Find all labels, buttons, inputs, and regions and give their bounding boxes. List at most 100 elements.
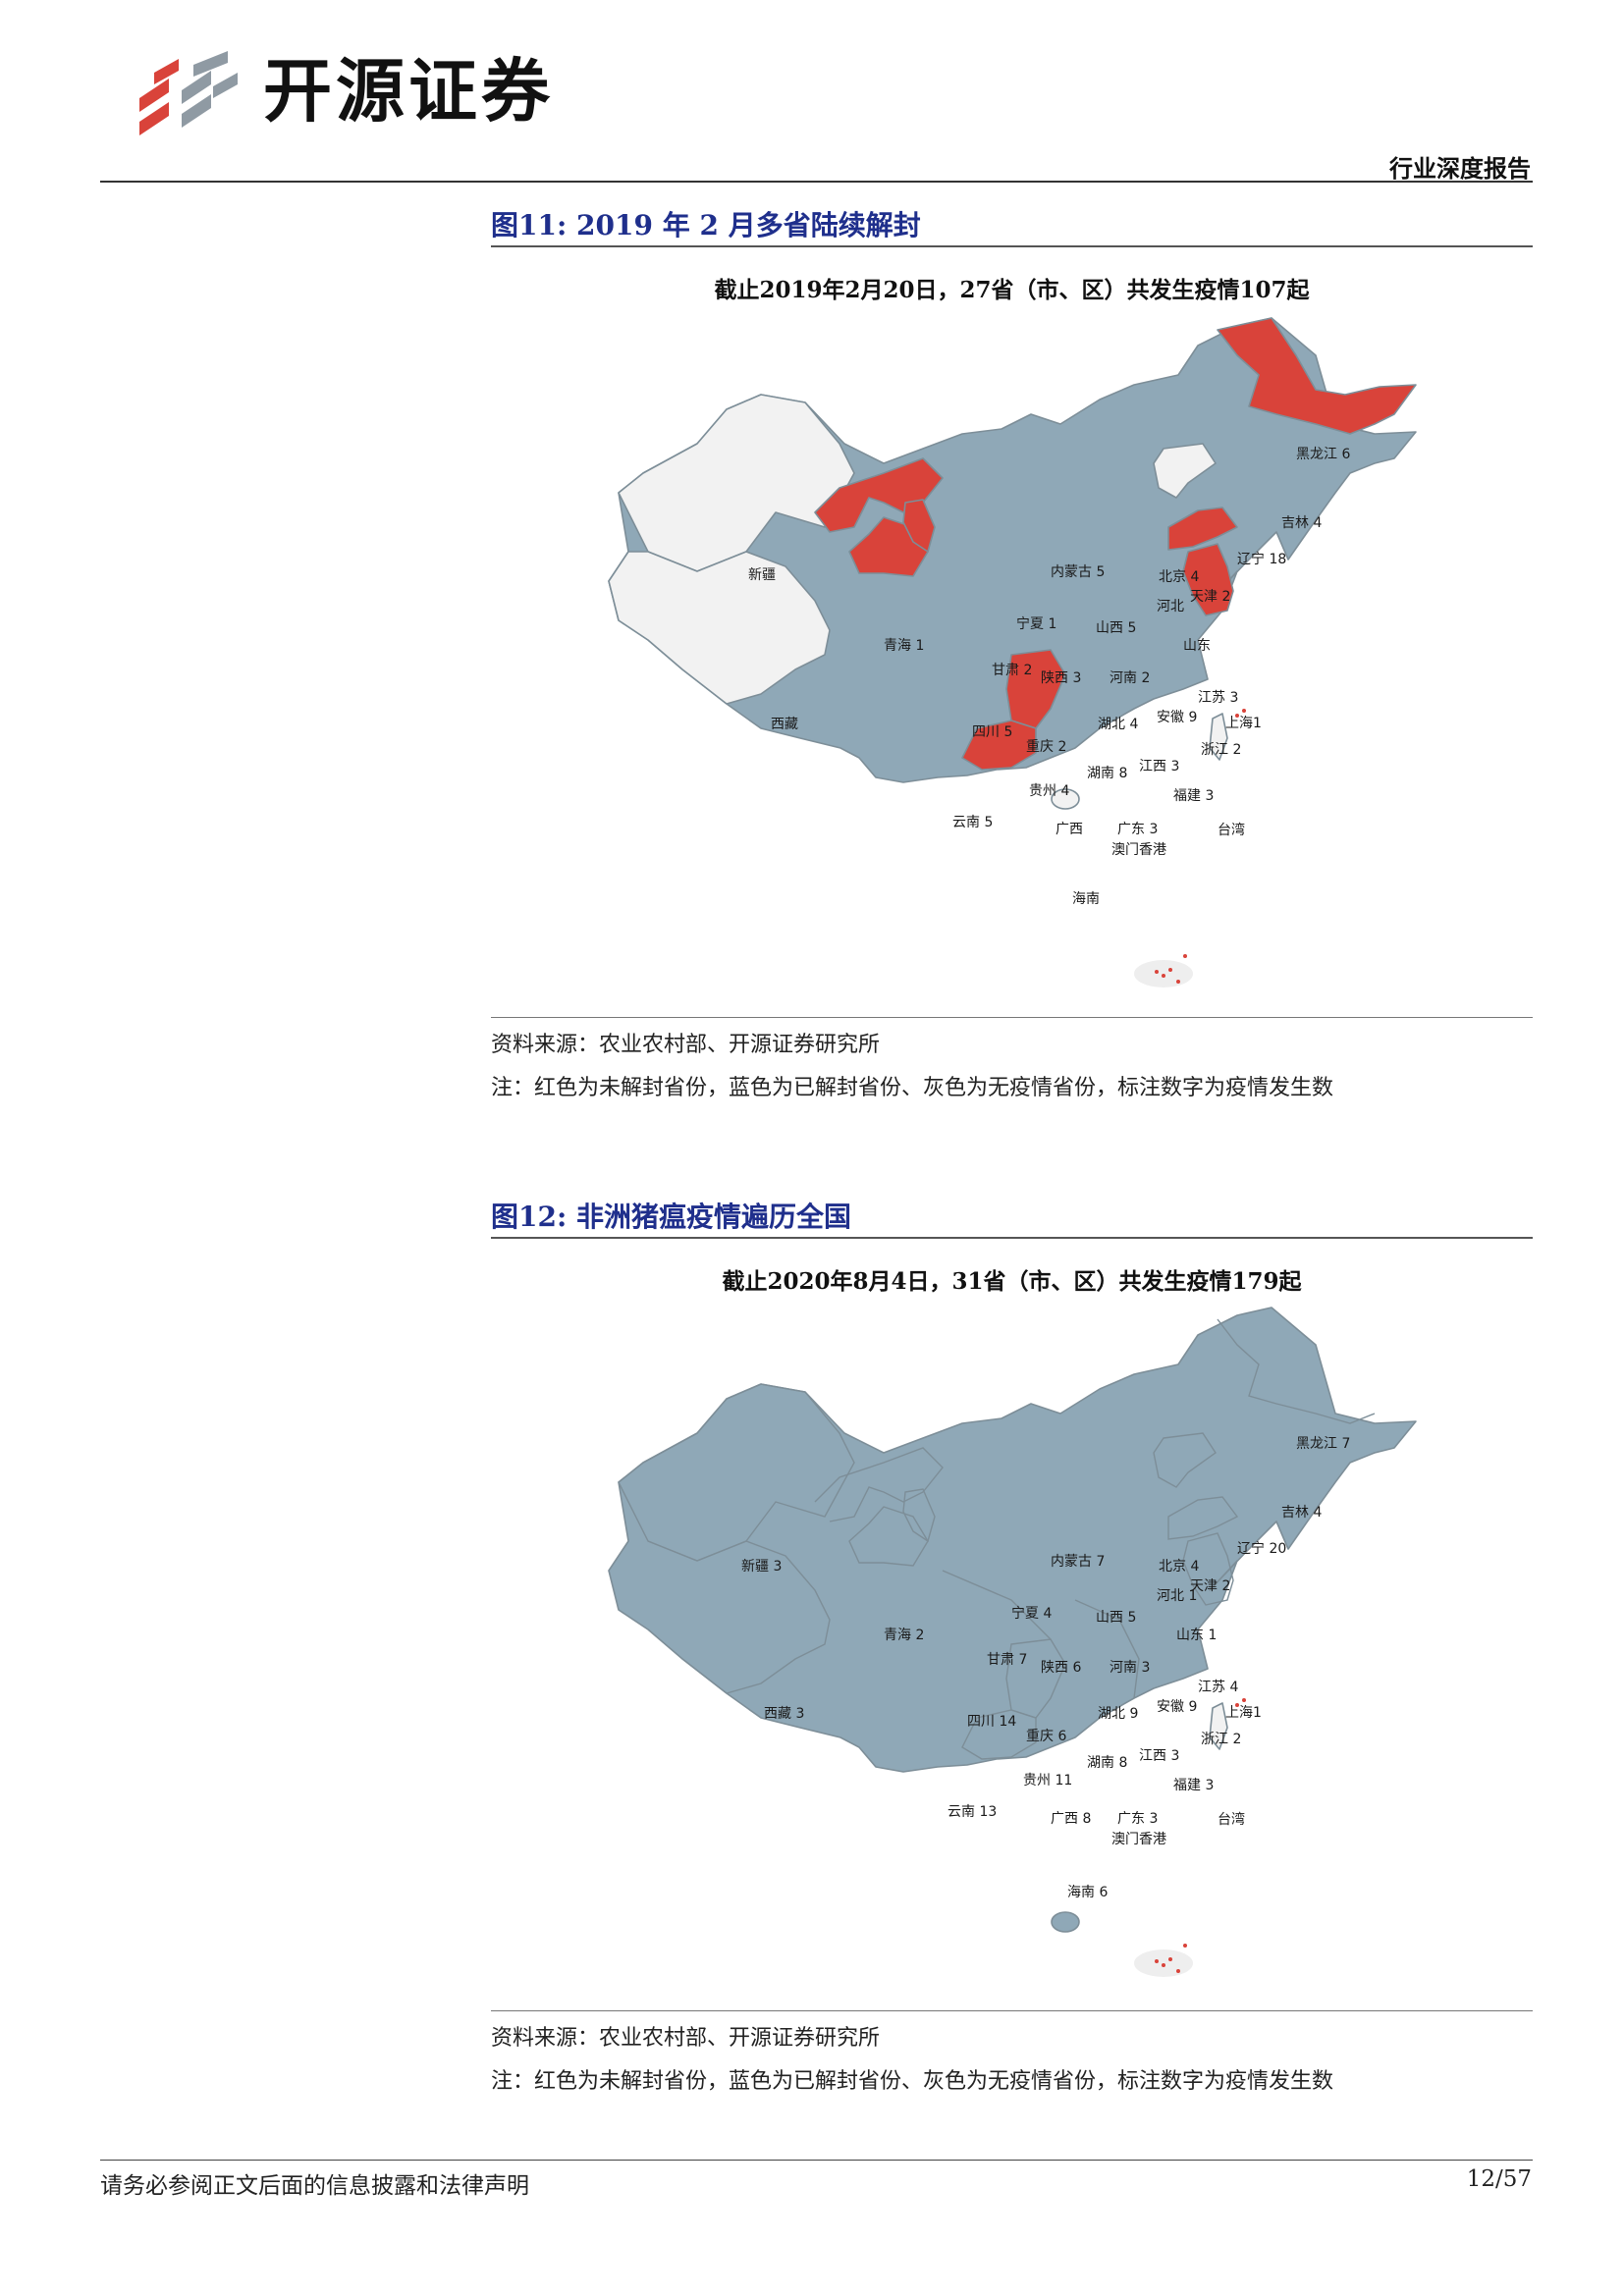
figure11-caption: 截止2019年2月20日，27省（市、区）共发生疫情107起 bbox=[714, 277, 1310, 303]
label-shaanxi: 陕西 3 bbox=[1041, 670, 1081, 686]
label-liaoning: 辽宁 18 bbox=[1237, 551, 1286, 567]
label-guangxi: 广西 bbox=[1056, 822, 1083, 837]
label-shandong: 山东 1 bbox=[1176, 1628, 1217, 1643]
xizang-region bbox=[608, 551, 831, 705]
china-outline bbox=[608, 1307, 1417, 1773]
label-jilin: 吉林 4 bbox=[1281, 1505, 1322, 1521]
label-tianjin: 天津 2 bbox=[1190, 1578, 1230, 1594]
label-shanxi: 山西 5 bbox=[1096, 1610, 1136, 1626]
label-henan: 河南 3 bbox=[1110, 1660, 1150, 1676]
figure12-title: 图12: 非洲猪瘟疫情遍历全国 bbox=[491, 1201, 852, 1233]
label-hebei: 河北 1 bbox=[1157, 1588, 1197, 1604]
label-tianjin: 天津 2 bbox=[1190, 589, 1230, 605]
label-beijing: 北京 4 bbox=[1159, 1559, 1199, 1575]
label-xizang: 西藏 bbox=[771, 717, 798, 732]
label-jiangsu: 江苏 4 bbox=[1198, 1680, 1238, 1695]
label-xinjiang: 新疆 3 bbox=[741, 1559, 782, 1575]
label-sichuan: 四川 14 bbox=[967, 1714, 1016, 1730]
label-neimenggu: 内蒙古 5 bbox=[1051, 564, 1105, 580]
label-hubei: 湖北 9 bbox=[1098, 1706, 1138, 1722]
label-hubei: 湖北 4 bbox=[1098, 717, 1138, 732]
taiwan-region bbox=[1209, 713, 1228, 761]
heilongjiang-region bbox=[1217, 317, 1417, 435]
figure12-source: 资料来源：农业农村部、开源证券研究所 bbox=[491, 2026, 881, 2051]
label-yunnan: 云南 5 bbox=[952, 815, 993, 830]
label-jiangxi: 江西 3 bbox=[1139, 1748, 1179, 1764]
label-hebei: 河北 bbox=[1157, 599, 1184, 614]
label-xizang: 西藏 3 bbox=[764, 1706, 804, 1722]
figure12-caption: 截止2020年8月4日，31省（市、区）共发生疫情179起 bbox=[722, 1268, 1302, 1295]
report-type: 行业深度报告 bbox=[1389, 154, 1531, 183]
label-jiangsu: 江苏 3 bbox=[1198, 690, 1238, 706]
label-gansu: 甘肃 2 bbox=[992, 663, 1032, 678]
label-guangdong: 广东 3 bbox=[1117, 822, 1158, 837]
label-chongqing: 重庆 6 bbox=[1026, 1729, 1066, 1744]
island-dots bbox=[1155, 1698, 1246, 1973]
label-hainan: 海南 bbox=[1072, 891, 1100, 907]
label-guangxi: 广西 8 bbox=[1051, 1811, 1091, 1827]
label-ningxia: 宁夏 1 bbox=[1016, 615, 1056, 632]
label-fujian: 福建 3 bbox=[1173, 788, 1214, 804]
company-name: 开源证券 bbox=[263, 51, 554, 132]
label-hunan: 湖南 8 bbox=[1087, 1755, 1127, 1771]
page-number: 12/57 bbox=[1466, 2166, 1532, 2192]
hainan-region bbox=[1051, 788, 1080, 810]
label-hkmo: 澳门香港 bbox=[1111, 842, 1166, 858]
label-jilin: 吉林 4 bbox=[1281, 515, 1322, 531]
company-logo-icon bbox=[135, 51, 243, 149]
label-hkmo: 澳门香港 bbox=[1111, 1832, 1166, 1847]
figure11-title-divider bbox=[491, 245, 1533, 247]
figure12-title-divider bbox=[491, 1237, 1533, 1239]
figure11-map: 黑龙江 6 吉林 4 辽宁 18 内蒙古 5 北京 4 天津 2 河北 新疆 西… bbox=[608, 317, 1417, 988]
label-neimenggu: 内蒙古 7 bbox=[1051, 1554, 1105, 1570]
label-jiangxi: 江西 3 bbox=[1139, 759, 1179, 774]
figure12-map: 黑龙江 7 吉林 4 辽宁 20 内蒙古 7 北京 4 天津 2 河北 1 新疆… bbox=[608, 1307, 1417, 1977]
label-shanxi: 山西 5 bbox=[1096, 620, 1136, 636]
taiwan-region bbox=[1209, 1702, 1228, 1750]
figure11-title: 图11: 2019 年 2 月多省陆续解封 bbox=[491, 209, 921, 241]
label-anhui: 安徽 9 bbox=[1157, 710, 1197, 725]
label-hunan: 湖南 8 bbox=[1087, 766, 1127, 781]
figure12-source-divider bbox=[491, 2010, 1533, 2011]
figure12-note: 注：红色为未解封省份，蓝色为已解封省份、灰色为无疫情省份，标注数字为疫情发生数 bbox=[491, 2069, 1334, 2094]
label-liaoning: 辽宁 20 bbox=[1237, 1540, 1286, 1557]
label-shanghai: 上海1 bbox=[1225, 1705, 1262, 1721]
hebei-region bbox=[1153, 443, 1217, 499]
label-shandong: 山东 bbox=[1183, 638, 1211, 654]
label-shanghai: 上海1 bbox=[1225, 716, 1262, 731]
label-zhejiang: 浙江 2 bbox=[1201, 742, 1241, 758]
label-fujian: 福建 3 bbox=[1173, 1778, 1214, 1793]
figure11-note: 注：红色为未解封省份，蓝色为已解封省份、灰色为无疫情省份，标注数字为疫情发生数 bbox=[491, 1076, 1334, 1100]
label-ningxia: 宁夏 4 bbox=[1011, 1605, 1052, 1622]
label-qinghai: 青海 2 bbox=[884, 1628, 924, 1643]
label-qinghai: 青海 1 bbox=[884, 638, 924, 654]
label-guizhou: 贵州 4 bbox=[1029, 783, 1069, 799]
island-dots bbox=[1155, 709, 1246, 984]
label-henan: 河南 2 bbox=[1110, 670, 1150, 686]
label-zhejiang: 浙江 2 bbox=[1201, 1732, 1241, 1747]
hainan-region bbox=[1051, 1911, 1080, 1933]
label-xinjiang: 新疆 bbox=[748, 567, 776, 583]
label-taiwan: 台湾 bbox=[1218, 822, 1245, 838]
figure11-source-divider bbox=[491, 1017, 1533, 1018]
label-heilongjiang: 黑龙江 7 bbox=[1296, 1436, 1350, 1452]
footer-disclaimer: 请务必参阅正文后面的信息披露和法律声明 bbox=[100, 2173, 529, 2199]
label-guizhou: 贵州 11 bbox=[1023, 1773, 1072, 1789]
guangxi-region bbox=[961, 720, 1037, 771]
ningxia-region bbox=[902, 499, 936, 553]
figure11-source: 资料来源：农业农村部、开源证券研究所 bbox=[491, 1033, 881, 1057]
xinjiang-region bbox=[618, 394, 855, 572]
label-sichuan: 四川 5 bbox=[972, 724, 1012, 740]
label-beijing: 北京 4 bbox=[1159, 569, 1199, 585]
label-chongqing: 重庆 2 bbox=[1026, 739, 1066, 755]
label-guangdong: 广东 3 bbox=[1117, 1811, 1158, 1827]
header-divider bbox=[100, 181, 1533, 183]
label-yunnan: 云南 13 bbox=[947, 1804, 997, 1820]
label-heilongjiang: 黑龙江 6 bbox=[1296, 447, 1350, 462]
hunan-region bbox=[1005, 649, 1066, 729]
label-taiwan: 台湾 bbox=[1218, 1811, 1245, 1828]
label-hainan: 海南 6 bbox=[1067, 1885, 1108, 1900]
label-anhui: 安徽 9 bbox=[1157, 1699, 1197, 1715]
shandong-region bbox=[1167, 507, 1238, 551]
label-shaanxi: 陕西 6 bbox=[1041, 1660, 1081, 1676]
